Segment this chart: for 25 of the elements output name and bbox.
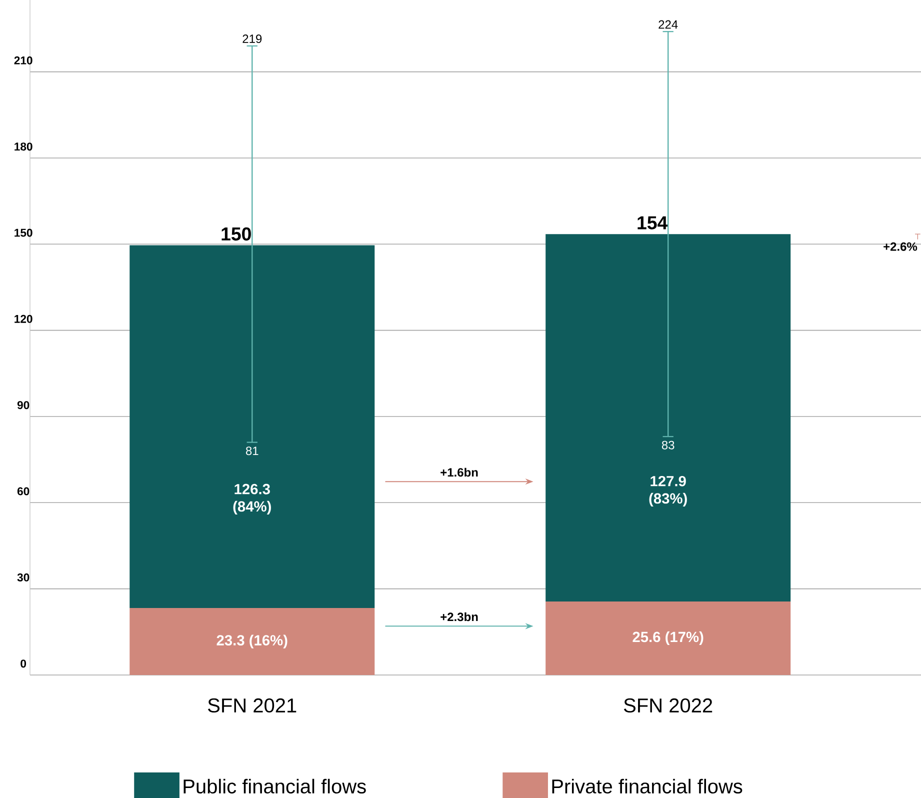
- annotation: 83: [662, 440, 674, 450]
- annotation: 81: [246, 446, 258, 456]
- y-tick-label: 60: [17, 487, 30, 496]
- annotation: +1.6bn: [440, 468, 478, 477]
- data-label: 126.3 (84%): [233, 484, 271, 515]
- data-label: 25.6 (17%): [632, 631, 704, 646]
- y-tick-label: 210: [14, 56, 32, 64]
- annotation: 224: [658, 20, 678, 29]
- annotation: +2.3bn: [440, 612, 478, 622]
- annotation: +2.6%: [884, 242, 918, 251]
- total-label: 154: [638, 216, 668, 230]
- y-tick-label: 30: [17, 573, 30, 582]
- x-tick-label: SFN 2021: [208, 698, 296, 713]
- y-tick-label: 150: [14, 228, 32, 237]
- data-label: 127.9 (83%): [649, 476, 687, 507]
- y-tick-label: 180: [14, 142, 32, 151]
- legend-label: Public financial flows: [184, 778, 366, 794]
- annotation: 219: [242, 34, 262, 44]
- y-tick-label: 0: [20, 660, 26, 668]
- total-label: 150: [222, 227, 251, 241]
- data-label: 23.3 (16%): [216, 634, 288, 648]
- y-tick-label: 90: [17, 401, 30, 410]
- y-tick-label: 120: [14, 314, 32, 323]
- x-tick-label: SFN 2022: [624, 698, 712, 713]
- legend-label: Private financial flows: [552, 778, 742, 794]
